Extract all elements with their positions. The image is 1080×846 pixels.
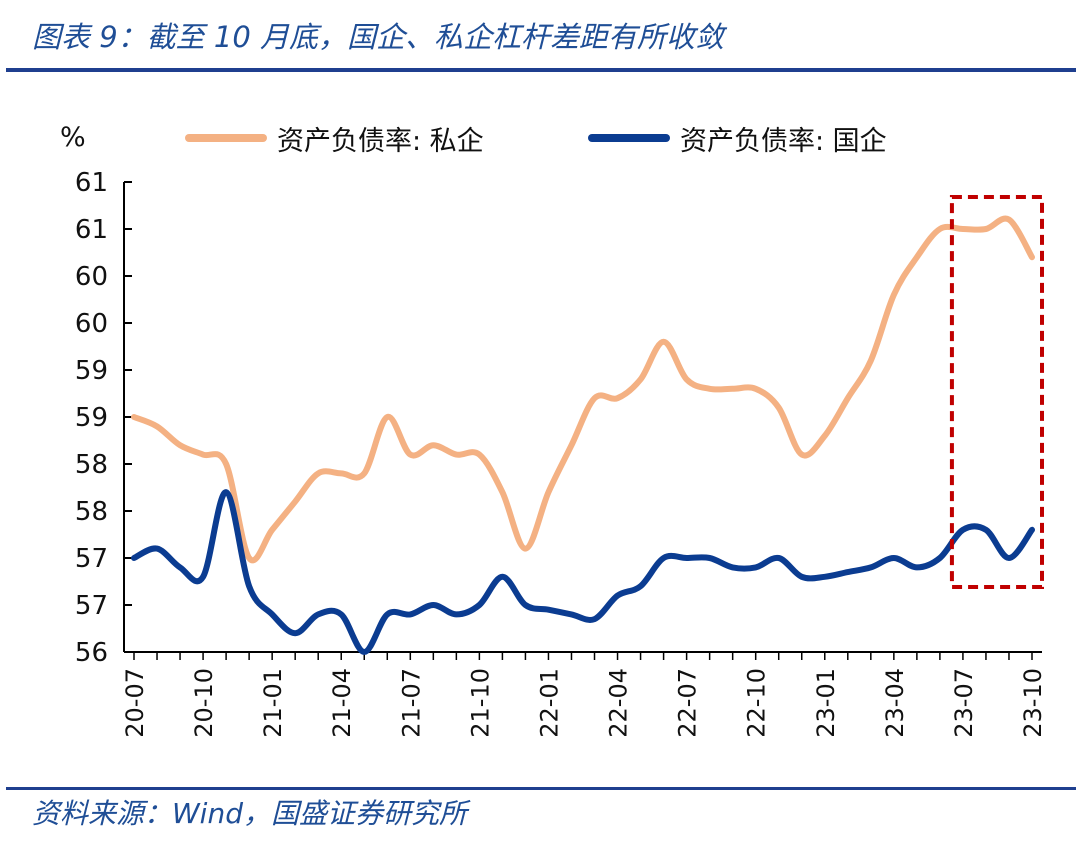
y-tick-label: 60 <box>75 262 108 292</box>
x-tick-label: 22-07 <box>674 668 702 738</box>
x-tick-label: 21-04 <box>328 668 356 738</box>
legend-swatch-state <box>588 134 670 142</box>
series-line-state <box>131 489 1035 655</box>
x-tick-label: 21-07 <box>397 668 425 738</box>
x-tick-label: 23-04 <box>881 668 909 738</box>
legend-item-private: 资产负债率: 私企 <box>185 120 484 157</box>
x-tick-label: 23-01 <box>812 668 840 738</box>
x-tick-label: 23-07 <box>950 668 978 738</box>
figure-title: 图表 9：截至 10 月底，国企、私企杠杆差距有所收敛 <box>32 20 725 54</box>
x-tick-label: 23-10 <box>1019 668 1047 738</box>
y-tick-label: 59 <box>75 356 108 386</box>
y-axis-unit: % <box>60 122 86 153</box>
y-tick-label: 58 <box>75 497 108 527</box>
y-tick-label: 56 <box>75 638 108 668</box>
source-divider <box>6 787 1076 790</box>
legend-label-private: 资产负债率: 私企 <box>277 125 484 157</box>
x-tick-label: 22-10 <box>743 668 771 738</box>
y-tick-label: 61 <box>75 168 108 198</box>
x-tick-label: 20-10 <box>190 668 218 738</box>
source-note: 资料来源：Wind，国盛证券研究所 <box>32 797 467 830</box>
x-tick-label: 22-01 <box>535 668 563 738</box>
y-tick-label: 57 <box>75 544 108 574</box>
x-tick-label: 21-10 <box>466 668 494 738</box>
x-tick-label: 20-07 <box>121 668 149 738</box>
line-chart: 61 61 60 60 59 59 58 58 57 57 56 20-07 20-10 21-01 21-… <box>75 168 1047 738</box>
x-tick-label: 21-01 <box>259 668 287 738</box>
x-tick-label: 22-04 <box>605 668 633 738</box>
y-tick-label: 58 <box>75 450 108 480</box>
title-divider <box>6 68 1076 72</box>
series-line-private <box>131 215 1035 564</box>
legend-label-state: 资产负债率: 国企 <box>680 125 887 157</box>
y-tick-label: 57 <box>75 591 108 621</box>
legend-swatch-private <box>185 134 267 142</box>
y-tick-label: 61 <box>75 215 108 245</box>
y-tick-label: 60 <box>75 309 108 339</box>
legend-item-state: 资产负债率: 国企 <box>588 120 887 157</box>
y-tick-label: 59 <box>75 403 108 433</box>
